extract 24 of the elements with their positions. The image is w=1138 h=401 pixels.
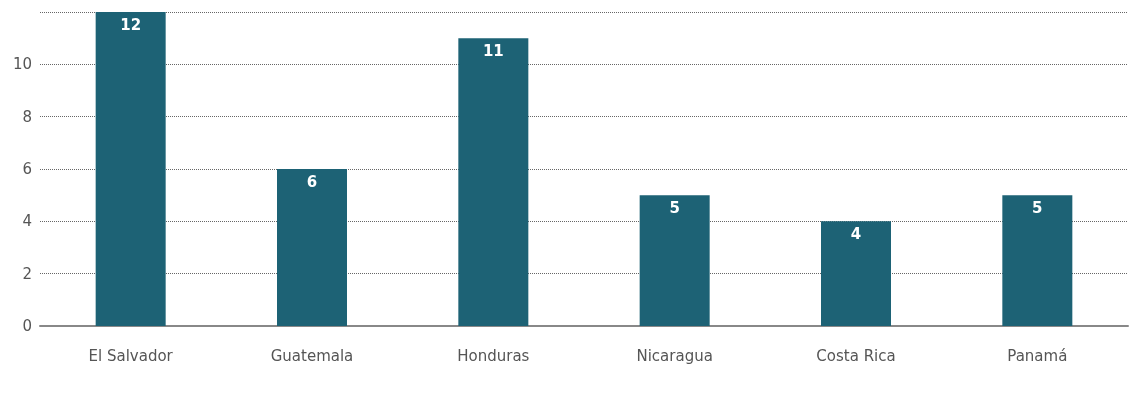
y-tick-label: 4 — [22, 212, 32, 231]
y-tick-label: 2 — [22, 264, 32, 283]
data-label: 5 — [1032, 198, 1043, 217]
data-label: 11 — [482, 41, 504, 60]
x-tick-label: El Salvador — [88, 346, 174, 365]
bar — [95, 12, 166, 326]
x-tick-label: Costa Rica — [816, 346, 896, 365]
data-label: 4 — [850, 224, 862, 243]
x-tick-label: Nicaragua — [636, 346, 713, 365]
data-label: 6 — [306, 172, 318, 191]
bar — [1002, 195, 1073, 326]
bar — [821, 221, 891, 326]
data-label: 12 — [120, 15, 142, 34]
bar — [639, 195, 710, 326]
x-tick-label: Panamá — [1007, 346, 1068, 365]
bar — [277, 169, 347, 326]
y-tick-label: 10 — [12, 55, 32, 74]
x-tick-label: Guatemala — [270, 346, 354, 365]
bar — [458, 38, 529, 326]
x-tick-label: Honduras — [457, 346, 530, 365]
y-tick-label: 6 — [22, 160, 32, 178]
y-tick-label: 0 — [22, 317, 32, 335]
y-tick-label: 8 — [22, 107, 32, 126]
data-label: 5 — [669, 198, 680, 217]
